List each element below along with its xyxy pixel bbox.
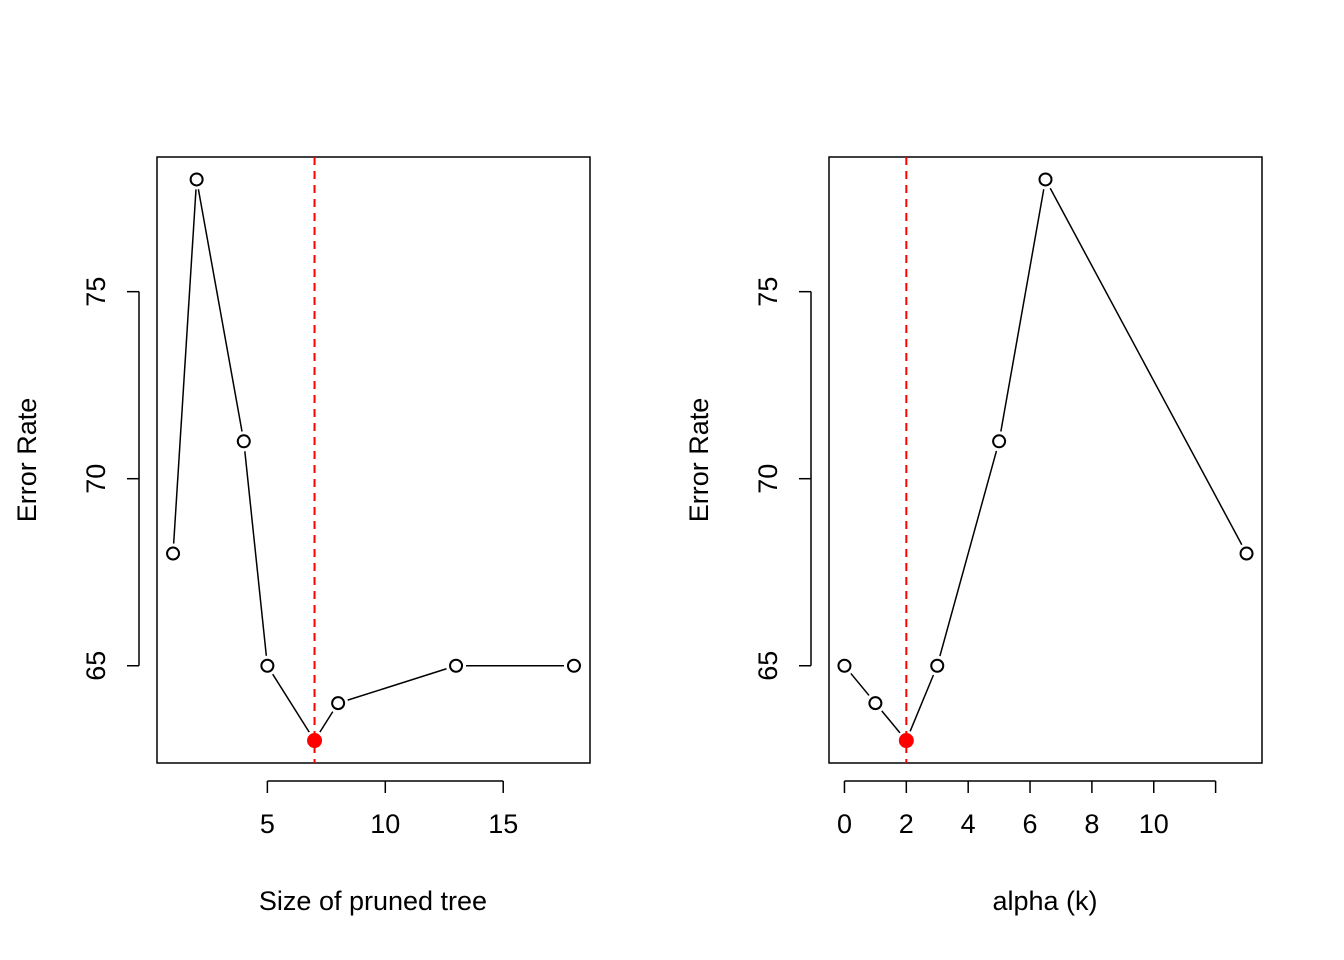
x-axis-label: Size of pruned tree	[259, 886, 487, 916]
y-axis-label: Error Rate	[684, 398, 714, 523]
data-point	[331, 696, 346, 711]
plot-frame	[828, 156, 1263, 764]
series-line-segment	[1000, 189, 1045, 432]
series-line-segment	[909, 674, 935, 732]
min-error-point	[898, 733, 914, 749]
data-point	[260, 658, 275, 673]
data-point	[837, 658, 852, 673]
x-tick-label: 5	[260, 809, 275, 839]
x-tick-label: 10	[370, 809, 400, 839]
series-line-segment	[319, 711, 334, 733]
series-line-segment	[197, 189, 243, 432]
data-point	[868, 696, 883, 711]
x-tick-label: 8	[1084, 809, 1099, 839]
data-point	[1239, 546, 1254, 561]
x-axis-label: alpha (k)	[992, 886, 1097, 916]
series-line-segment	[272, 673, 310, 733]
left-panel: 5 10 15 65 70 75 Size of pruned tree Error Rate	[12, 156, 591, 916]
data-point	[236, 434, 251, 449]
data-point	[166, 546, 181, 561]
y-tick-label: 75	[753, 277, 783, 307]
data-point	[992, 434, 1007, 449]
x-tick-label: 10	[1139, 809, 1169, 839]
data-point	[189, 172, 204, 187]
y-tick-label: 65	[81, 651, 111, 681]
plot-frame	[156, 156, 591, 764]
min-error-point	[307, 733, 323, 749]
series-line-segment	[1049, 187, 1243, 546]
x-tick-label: 0	[837, 809, 852, 839]
y-tick-label: 65	[753, 651, 783, 681]
right-panel: 0 2 4 6 8 10 65 70 75 alpha (k) Error Rate	[684, 156, 1263, 916]
y-tick-label: 70	[753, 464, 783, 494]
series-line-segment	[939, 450, 998, 657]
y-axis-label: Error Rate	[12, 398, 42, 523]
series-line-segment	[172, 189, 197, 544]
x-tick-label: 4	[961, 809, 976, 839]
data-point	[449, 658, 464, 673]
y-tick-label: 75	[81, 277, 111, 307]
x-tick-label: 6	[1023, 809, 1038, 839]
series-line-segment	[881, 710, 901, 734]
data-point	[1038, 172, 1053, 187]
x-tick-label: 15	[488, 809, 518, 839]
data-point	[566, 658, 581, 673]
series-line-segment	[347, 668, 447, 701]
series-line-segment	[244, 451, 268, 656]
data-point	[930, 658, 945, 673]
y-tick-label: 70	[81, 464, 111, 494]
series-line-segment	[850, 672, 870, 696]
x-tick-label: 2	[899, 809, 914, 839]
